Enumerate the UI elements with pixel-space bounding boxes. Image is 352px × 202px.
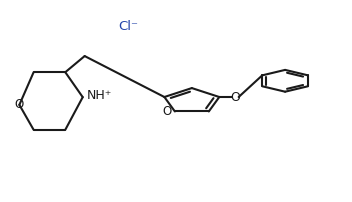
Text: Cl⁻: Cl⁻	[119, 20, 138, 33]
Text: O: O	[230, 90, 240, 103]
Text: O: O	[163, 105, 172, 118]
Text: NH⁺: NH⁺	[87, 89, 112, 102]
Text: O: O	[15, 98, 24, 111]
